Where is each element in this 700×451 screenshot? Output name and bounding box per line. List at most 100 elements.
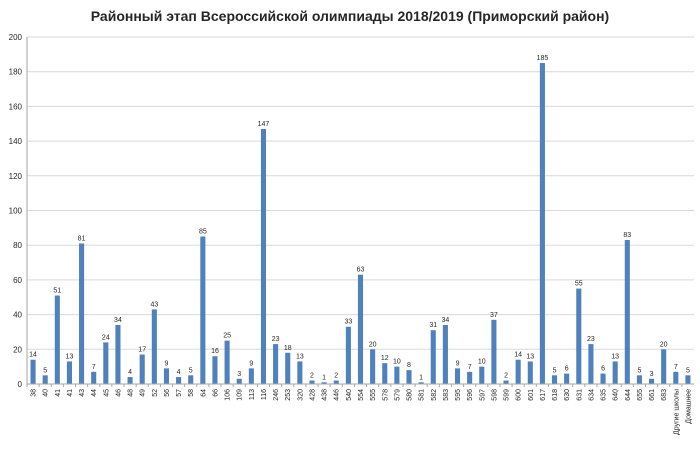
bar — [163, 368, 170, 384]
bar — [54, 295, 60, 384]
data-label: 16 — [211, 348, 219, 355]
x-tick-label: 601 — [528, 389, 535, 401]
data-label: 20 — [369, 341, 377, 348]
x-tick-label: 46 — [115, 389, 122, 397]
data-label: 6 — [565, 366, 569, 373]
data-label: 43 — [150, 301, 158, 308]
x-tick-label: 683 — [661, 389, 668, 401]
bar — [661, 349, 667, 384]
x-tick-label: 109 — [237, 389, 244, 401]
data-label: 34 — [441, 317, 449, 324]
x-tick-label: 555 — [370, 389, 377, 401]
bar — [467, 371, 473, 384]
data-label: 24 — [102, 334, 110, 341]
bar — [406, 370, 412, 384]
x-tick-label: 618 — [552, 389, 559, 401]
data-label: 34 — [114, 317, 122, 324]
data-label: 185 — [537, 55, 549, 62]
x-tick-label: 634 — [588, 389, 595, 401]
data-label: 3 — [650, 371, 654, 378]
bar — [370, 349, 376, 384]
x-tick-label: 640 — [613, 389, 620, 401]
bar — [527, 361, 533, 384]
x-tick-label: 428 — [309, 389, 316, 401]
x-tick-label: 579 — [394, 389, 401, 401]
x-tick-label: 581 — [419, 389, 426, 401]
x-tick-label: 116 — [261, 389, 268, 400]
x-tick-label: 41 — [67, 389, 74, 397]
data-label: 23 — [272, 336, 280, 343]
x-tick-label: 580 — [407, 389, 414, 401]
y-axis-ticks: 0 20 40 60 80 100 120 140 160 180 200 — [9, 33, 23, 389]
bar — [42, 375, 48, 384]
bar — [66, 361, 72, 384]
data-label: 147 — [258, 121, 270, 128]
bar — [200, 236, 206, 384]
gridlines — [27, 36, 694, 350]
data-label: 13 — [526, 353, 534, 360]
y-tick-label: 200 — [9, 33, 23, 42]
bar — [297, 361, 303, 384]
y-tick-label: 160 — [9, 102, 23, 111]
x-tick-label: 57 — [176, 389, 183, 397]
bar — [394, 366, 400, 384]
x-tick-label: 320 — [297, 389, 304, 401]
bar — [491, 319, 497, 384]
bar — [285, 352, 291, 384]
data-label: 37 — [490, 312, 498, 319]
x-tick-label: 595 — [455, 389, 462, 401]
data-label: 2 — [334, 373, 338, 380]
bar — [79, 243, 85, 384]
bar — [649, 378, 655, 384]
x-tick-label: 41 — [55, 389, 62, 397]
x-tick-label: 599 — [504, 389, 511, 401]
bar — [224, 340, 230, 384]
y-tick-label: 20 — [13, 345, 22, 354]
x-tick-label: 598 — [491, 389, 498, 401]
bar — [127, 377, 133, 384]
data-label: 9 — [165, 360, 169, 367]
x-tick-label: 253 — [285, 389, 292, 401]
data-label: 13 — [296, 353, 304, 360]
data-label: 5 — [553, 367, 557, 374]
x-tick-label: 113 — [249, 389, 256, 400]
x-tick-label: 45 — [103, 389, 110, 397]
y-tick-label: 80 — [13, 241, 22, 250]
data-label: 2 — [310, 373, 314, 380]
data-label: 14 — [29, 352, 37, 359]
bar — [624, 239, 630, 384]
bar — [273, 344, 279, 384]
x-tick-label: 106 — [225, 389, 232, 401]
y-tick-label: 180 — [9, 68, 23, 77]
x-tick-label: 446 — [334, 389, 341, 401]
bar — [636, 375, 642, 384]
data-label: 1 — [322, 374, 326, 381]
x-tick-label: 600 — [516, 389, 523, 401]
x-tick-label: 58 — [188, 389, 195, 397]
data-label: 5 — [189, 367, 193, 374]
x-tick-label: 49 — [140, 389, 147, 397]
x-tick-label: 540 — [346, 389, 353, 401]
bar — [503, 380, 509, 384]
bar — [515, 359, 521, 384]
bar — [176, 377, 182, 384]
data-label: 3 — [237, 371, 241, 378]
bar — [151, 309, 157, 384]
data-label: 7 — [674, 364, 678, 371]
x-tick-label: 44 — [91, 389, 98, 397]
bar — [588, 344, 594, 384]
data-label: 25 — [223, 333, 231, 340]
data-label: 5 — [43, 367, 47, 374]
bar — [685, 375, 691, 384]
bar — [454, 368, 461, 384]
bar — [564, 373, 570, 384]
bar — [260, 128, 267, 384]
x-axis-ticks: 38 40 41 41 43 44 45 46 48 49 52 56 57 58 64 66 106 109 11… — [26, 384, 692, 435]
x-tick-label: 56 — [164, 389, 171, 397]
y-tick-label: 40 — [13, 311, 22, 320]
x-tick-label: 40 — [43, 389, 50, 397]
bar — [539, 63, 545, 385]
y-tick-label: 0 — [18, 380, 23, 389]
